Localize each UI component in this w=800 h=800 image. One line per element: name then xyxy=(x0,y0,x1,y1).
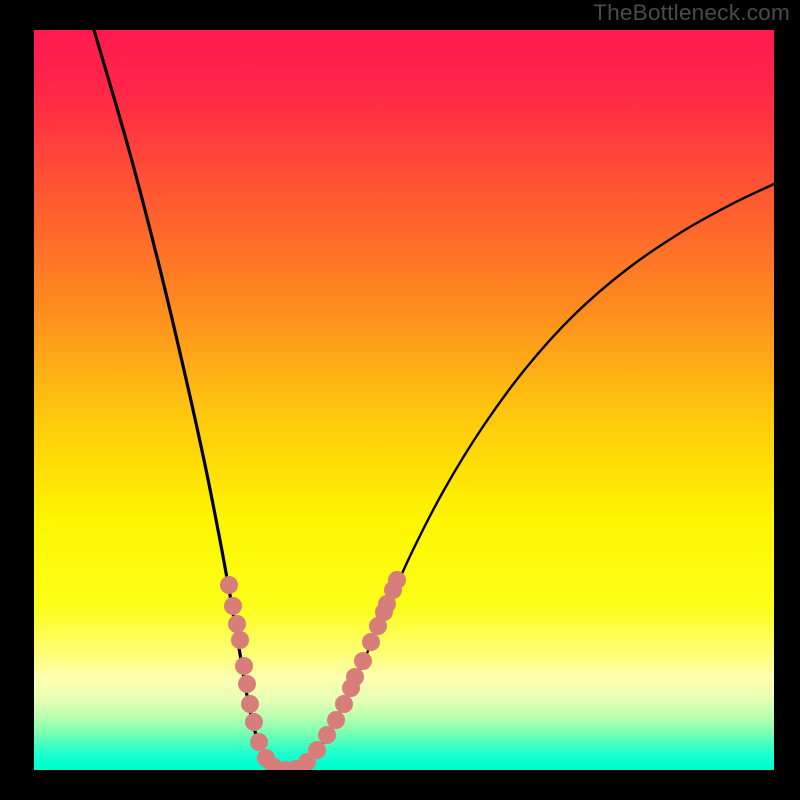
plot-area xyxy=(34,30,774,770)
data-marker xyxy=(318,726,336,744)
chart-root: TheBottleneck.com xyxy=(0,0,800,800)
data-marker xyxy=(228,615,246,633)
data-marker xyxy=(362,633,380,651)
data-marker xyxy=(231,631,249,649)
curve-layer xyxy=(34,30,774,770)
data-marker xyxy=(327,711,345,729)
data-marker xyxy=(235,657,253,675)
data-marker xyxy=(308,741,326,759)
data-marker xyxy=(241,695,259,713)
data-marker xyxy=(388,571,406,589)
data-marker xyxy=(238,675,256,693)
data-marker xyxy=(245,713,263,731)
data-marker xyxy=(346,668,364,686)
data-marker xyxy=(224,597,242,615)
data-marker xyxy=(250,733,268,751)
data-marker xyxy=(354,652,372,670)
data-marker xyxy=(335,695,353,713)
curve-left-branch xyxy=(94,30,287,770)
watermark-text: TheBottleneck.com xyxy=(593,0,790,26)
data-marker xyxy=(220,576,238,594)
